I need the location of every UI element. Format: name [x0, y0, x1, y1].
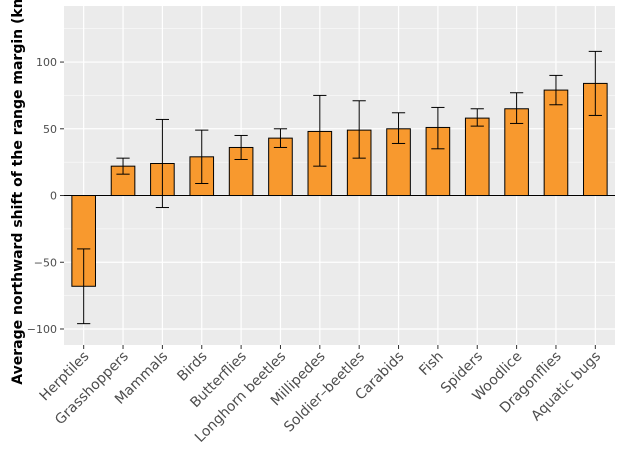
- y-tick-labels: −100 −50 0 50 100: [27, 56, 64, 336]
- error-bar: [431, 106, 445, 150]
- error-bar: [470, 108, 484, 127]
- y-tick-label: −100: [27, 323, 57, 336]
- error-bar: [155, 118, 170, 209]
- error-bar: [549, 74, 563, 106]
- y-tick-label: −50: [34, 256, 57, 269]
- x-tick-label: Aquatic bugs: [528, 349, 604, 425]
- y-tick-label: 50: [43, 123, 57, 136]
- error-bars: [77, 50, 602, 325]
- error-bar: [509, 92, 524, 124]
- bar-spiders: [464, 117, 490, 197]
- y-tick-label: 0: [50, 190, 57, 203]
- error-bar: [391, 112, 406, 144]
- error-bar: [234, 134, 248, 160]
- error-bar: [273, 128, 288, 148]
- y-tick-label: 100: [36, 56, 57, 69]
- error-bar: [195, 129, 209, 185]
- error-bar: [352, 100, 366, 159]
- error-bar: [77, 248, 91, 325]
- error-bar: [313, 94, 327, 167]
- bar-dragonflies: [543, 89, 569, 197]
- x-tick-label: Fish: [416, 349, 446, 379]
- y-axis-title: Average northward shift of the range mar…: [10, 0, 26, 385]
- plot-panel: [64, 6, 615, 345]
- x-tick-label: Birds: [174, 349, 210, 385]
- error-bar: [588, 50, 602, 116]
- error-bar: [116, 157, 130, 175]
